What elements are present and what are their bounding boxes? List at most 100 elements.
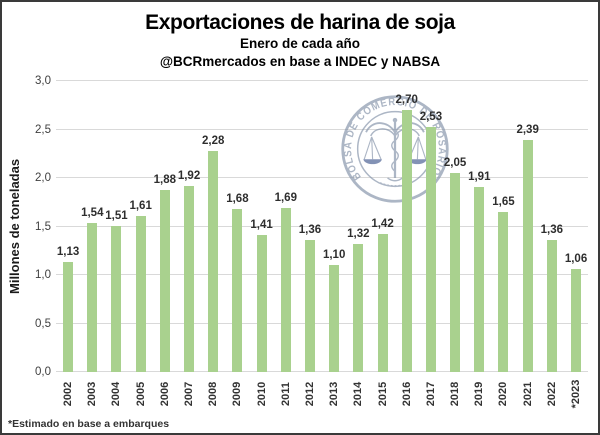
- x-tick-label: 2004: [110, 381, 123, 407]
- bar-column: 1,92: [177, 81, 201, 372]
- bar-value-label: 1,54: [81, 206, 104, 219]
- y-tick-label: 2,0: [35, 172, 51, 184]
- gridline: [56, 128, 588, 130]
- x-tick: 2017: [419, 375, 443, 413]
- plot-wrap: BOLSA DE COMERCIO DE ROSARIO 1,131,541,5…: [56, 80, 588, 413]
- bar-value-label: 2,53: [419, 110, 443, 123]
- x-tick: 2003: [80, 375, 104, 413]
- x-tick: 2007: [177, 375, 201, 413]
- x-tick: 2013: [322, 375, 346, 413]
- bar: [353, 243, 364, 372]
- bar-column: 1,51: [104, 81, 128, 372]
- x-tick-label: 2018: [449, 381, 462, 407]
- x-tick: 2005: [129, 375, 153, 413]
- x-tick: 2018: [443, 375, 467, 413]
- bar-column: 1,10: [322, 81, 346, 372]
- bar-column: 1,65: [491, 81, 515, 372]
- x-tick: 2002: [56, 375, 80, 413]
- gridline: [56, 177, 588, 178]
- bar-column: 1,68: [225, 81, 249, 372]
- y-tick-label: 1,0: [35, 269, 51, 281]
- x-tick: 2010: [250, 375, 274, 413]
- x-tick: 2015: [370, 375, 394, 413]
- bar: [522, 140, 533, 372]
- bar-column: 1,36: [540, 81, 564, 372]
- bar: [63, 262, 74, 372]
- plot-columns: 1,13 1,54 1,51 1,61 1,88 1,92 2,28 1,68 1,41 1,69…: [56, 81, 588, 372]
- x-tick-label: 2014: [352, 381, 365, 407]
- bar: [159, 189, 170, 372]
- bar-column: 1,06: [564, 81, 588, 372]
- x-tick-label: 2012: [303, 381, 316, 407]
- x-tick: 2016: [395, 375, 419, 413]
- bar-value-label: 1,10: [322, 249, 346, 262]
- gridline: [56, 322, 588, 324]
- bar: [208, 150, 219, 372]
- gridline: [56, 274, 588, 275]
- bar-column: 1,41: [250, 81, 274, 372]
- x-tick-label: 2013: [328, 381, 341, 407]
- y-tick-label: 2,5: [35, 123, 51, 136]
- x-tick-label: 2019: [473, 381, 486, 407]
- bar-column: 1,42: [370, 81, 394, 372]
- x-tick-label: 2020: [497, 381, 510, 407]
- bar: [546, 240, 557, 372]
- bar-value-label: 1,42: [371, 218, 394, 231]
- x-tick-label: *2023: [570, 379, 583, 409]
- x-tick-label: 2007: [183, 381, 196, 407]
- x-axis-labels: 2002 2003 2004 2005 2006 2007 2008 2009 2010 2011…: [56, 375, 588, 413]
- bar-column: 1,54: [80, 81, 104, 372]
- bar: [184, 185, 195, 372]
- bar-column: 1,32: [346, 81, 370, 372]
- x-tick-label: 2009: [231, 381, 244, 407]
- bar: [135, 215, 146, 372]
- x-tick: 2021: [516, 375, 540, 413]
- x-tick: 2004: [104, 375, 128, 413]
- bar: [401, 110, 412, 372]
- x-tick: 2012: [298, 375, 322, 413]
- y-tick-label: 3,0: [35, 75, 51, 87]
- x-tick-label: 2002: [62, 381, 75, 407]
- x-tick-label: 2010: [255, 381, 268, 407]
- x-tick: 2009: [225, 375, 249, 413]
- bar-column: 2,39: [516, 81, 540, 372]
- y-tick-label: 1,5: [35, 220, 51, 233]
- y-axis: 0,0 0,5 1,0 1,5 2,0 2,5 3,0: [24, 75, 56, 378]
- bar: [111, 225, 122, 372]
- bar-column: 2,70: [395, 81, 419, 372]
- bar-column: 2,53: [419, 81, 443, 372]
- gridline: [56, 371, 588, 372]
- bar-column: 1,13: [56, 81, 80, 372]
- x-tick-label: 2003: [86, 381, 99, 407]
- bar: [87, 222, 98, 372]
- x-tick-label: 2006: [158, 381, 171, 407]
- bar-value-label: 2,70: [395, 94, 418, 107]
- bar-value-label: 1,61: [129, 199, 152, 212]
- x-tick: 2020: [491, 375, 515, 413]
- bar-value-label: 1,06: [564, 253, 588, 266]
- bar-column: 1,91: [467, 81, 491, 372]
- bar: [474, 186, 485, 372]
- y-axis-title: Millones de toneladas: [7, 158, 22, 295]
- x-tick: *2023: [564, 375, 588, 413]
- bar-value-label: 1,51: [105, 209, 128, 222]
- chart-area: Millones de toneladas 0,0 0,5 1,0 1,5 2,0 2,5…: [2, 75, 598, 413]
- bar-value-label: 1,69: [274, 192, 297, 205]
- bar: [498, 211, 509, 372]
- x-tick: 2022: [540, 375, 564, 413]
- bar-value-label: 1,88: [153, 173, 177, 186]
- bar: [425, 126, 436, 372]
- bar: [256, 235, 267, 372]
- bar-column: 2,28: [201, 81, 225, 372]
- bar: [304, 240, 315, 372]
- bar-column: 1,36: [298, 81, 322, 372]
- bar: [377, 234, 388, 372]
- bar: [280, 208, 291, 372]
- bar-column: 1,61: [129, 81, 153, 372]
- bar-column: 2,05: [443, 81, 467, 372]
- gridline: [56, 225, 588, 227]
- x-tick: 2006: [153, 375, 177, 413]
- bar-value-label: 1,41: [250, 219, 273, 232]
- bar-value-label: 1,68: [226, 193, 249, 206]
- bar-value-label: 1,36: [540, 224, 564, 237]
